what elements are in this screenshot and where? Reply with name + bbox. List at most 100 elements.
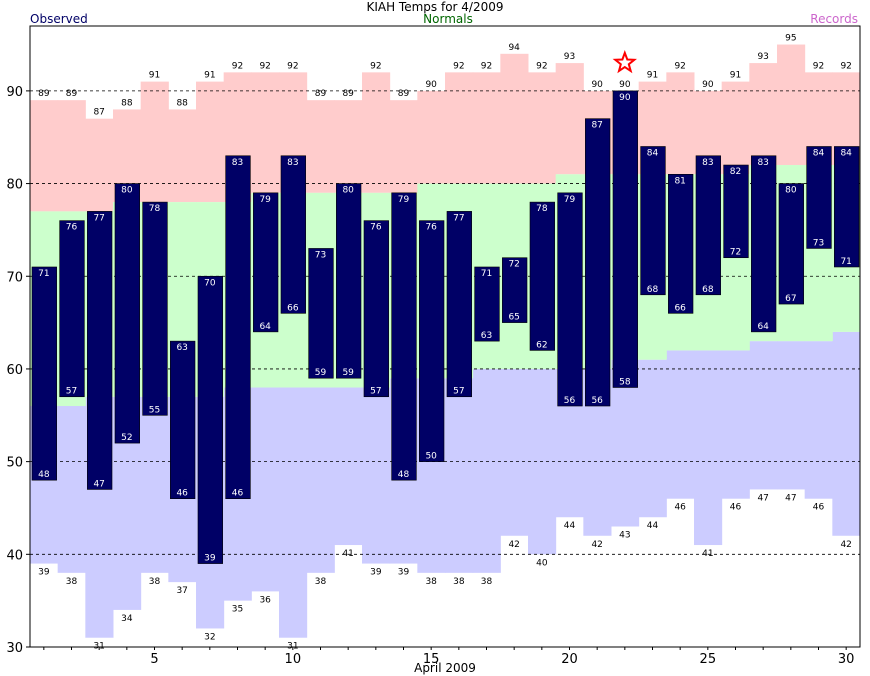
record-high-band: [666, 72, 695, 175]
observed-low-label: 57: [370, 387, 381, 397]
record-low-band: [57, 406, 86, 573]
observed-low-label: 62: [536, 340, 547, 350]
record-high-band: [749, 63, 778, 166]
record-high-band: [30, 100, 59, 212]
y-tick-label: 60: [6, 363, 23, 378]
observed-low-label: 39: [204, 554, 216, 564]
observed-high-label: 83: [287, 158, 298, 168]
x-tick-label: 20: [561, 652, 578, 667]
observed-bar: [474, 266, 500, 342]
record-low-label: 42: [840, 540, 851, 550]
record-high-label: 92: [481, 61, 492, 71]
record-high-band: [334, 100, 363, 193]
observed-low-label: 72: [730, 248, 741, 258]
y-tick-label: 70: [6, 270, 23, 285]
observed-high-label: 71: [38, 269, 49, 279]
record-low-band: [694, 350, 723, 546]
observed-bar: [363, 220, 389, 398]
record-low-label: 34: [121, 614, 133, 624]
record-low-label: 39: [398, 568, 410, 578]
record-high-label: 89: [38, 89, 50, 99]
record-high-label: 92: [674, 61, 685, 71]
y-tick-label: 40: [6, 548, 23, 563]
record-high-label: 92: [232, 61, 243, 71]
observed-low-label: 65: [508, 313, 519, 323]
observed-bar: [585, 118, 611, 407]
record-low-label: 38: [481, 577, 493, 587]
record-low-label: 38: [66, 577, 78, 587]
record-high-label: 90: [591, 80, 603, 90]
observed-low-label: 59: [342, 368, 354, 378]
observed-low-label: 55: [149, 405, 160, 415]
record-low-band: [832, 331, 861, 536]
observed-low-label: 64: [757, 322, 769, 332]
observed-high-label: 77: [93, 213, 104, 223]
observed-low-label: 58: [619, 377, 631, 387]
record-low-label: 42: [591, 540, 602, 550]
record-high-band: [445, 72, 474, 184]
record-low-label: 44: [564, 521, 576, 531]
observed-bar: [529, 201, 555, 351]
legend-records: Records: [810, 12, 858, 26]
observed-low-label: 48: [38, 470, 50, 480]
observed-bar: [253, 192, 279, 333]
observed-high-label: 83: [702, 158, 713, 168]
record-low-label: 47: [757, 493, 768, 503]
observed-low-label: 67: [785, 294, 796, 304]
plot-frame: [29, 25, 861, 648]
record-low-label: 32: [204, 632, 215, 642]
observed-low-label: 46: [176, 489, 188, 499]
record-low-label: 38: [149, 577, 161, 587]
observed-low-label: 59: [315, 368, 327, 378]
observed-bar: [695, 155, 721, 296]
record-low-label: 38: [425, 577, 437, 587]
observed-high-label: 63: [176, 343, 187, 353]
record-low-band: [666, 350, 695, 499]
record-high-label: 87: [93, 108, 104, 118]
x-tick-label: 10: [285, 652, 302, 667]
observed-high-label: 73: [315, 250, 326, 260]
observed-bar: [59, 220, 85, 398]
observed-high-label: 84: [840, 148, 852, 158]
record-high-label: 90: [619, 80, 631, 90]
observed-bar: [806, 146, 832, 249]
observed-low-label: 47: [93, 479, 104, 489]
record-high-label: 93: [757, 52, 768, 62]
record-low-band: [445, 378, 474, 573]
observed-high-label: 87: [591, 121, 602, 131]
record-high-label: 90: [702, 80, 714, 90]
record-high-band: [417, 90, 446, 184]
observed-low-label: 52: [121, 433, 132, 443]
record-low-band: [279, 387, 308, 638]
record-low-band: [306, 387, 335, 573]
x-tick-label: 15: [423, 652, 440, 667]
record-high-band: [389, 100, 418, 193]
x-tick-label: 30: [838, 652, 855, 667]
record-high-label: 89: [398, 89, 410, 99]
record-high-band: [500, 53, 529, 184]
record-low-label: 46: [730, 503, 742, 513]
observed-bar: [336, 183, 362, 379]
record-low-label: 46: [813, 503, 825, 513]
observed-high-label: 76: [425, 223, 437, 233]
record-low-label: 42: [508, 540, 519, 550]
observed-bar: [612, 90, 638, 388]
observed-bar: [197, 275, 223, 564]
y-tick-label: 30: [6, 641, 23, 656]
observed-high-label: 76: [370, 223, 382, 233]
observed-high-label: 80: [342, 186, 354, 196]
legend-observed: Observed: [30, 12, 88, 26]
record-high-label: 90: [425, 80, 437, 90]
observed-high-label: 83: [757, 158, 768, 168]
observed-low-label: 56: [591, 396, 603, 406]
observed-low-label: 50: [425, 452, 437, 462]
record-high-label: 94: [508, 43, 520, 53]
observed-high-label: 72: [508, 260, 519, 270]
record-high-band: [140, 81, 169, 203]
legend-normals: Normals: [423, 12, 473, 26]
observed-high-label: 77: [453, 213, 464, 223]
record-low-label: 40: [536, 558, 548, 568]
observed-bar: [280, 155, 306, 314]
record-high-label: 91: [149, 71, 160, 81]
